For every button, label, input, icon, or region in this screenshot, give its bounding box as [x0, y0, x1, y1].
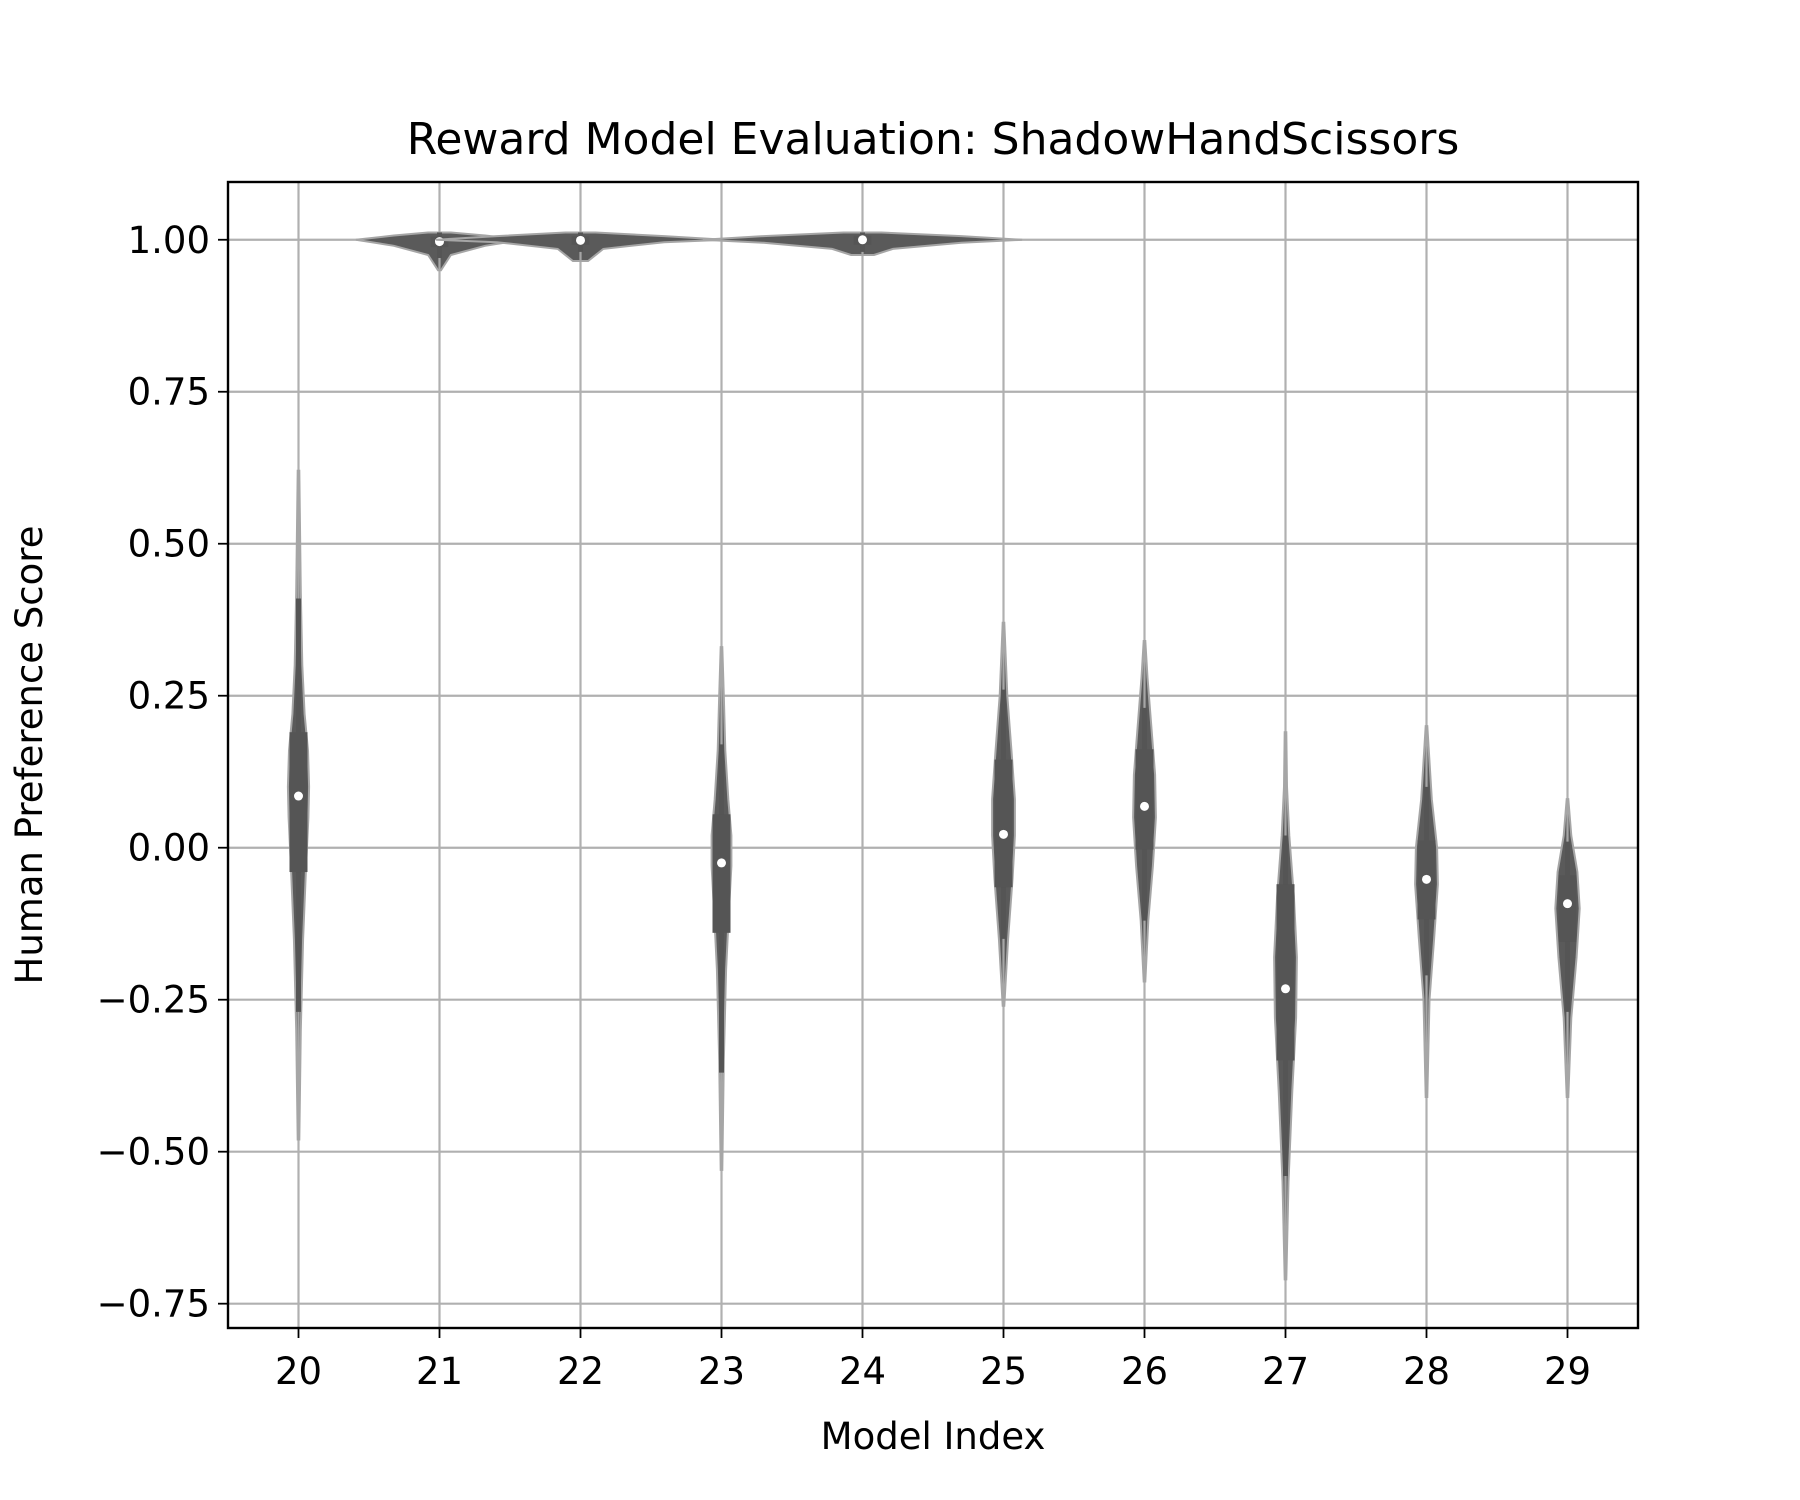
violin-median	[1140, 801, 1149, 811]
violin-23	[710, 646, 733, 1171]
violin-20	[286, 469, 311, 1141]
violin-27	[1273, 731, 1298, 1281]
violin-median	[1563, 899, 1572, 909]
axis-ticks: −0.75 −0.50 −0.25 0.00 0.25 0.50 0.75 1.00 20 21 2…	[97, 219, 1591, 1393]
violin-iqr-box	[1276, 884, 1295, 1061]
violin-22	[436, 231, 725, 262]
violin-median	[576, 235, 585, 245]
violin-median	[1281, 984, 1290, 994]
violin-iqr-box	[994, 759, 1013, 888]
y-tick-label: −0.50	[97, 1131, 210, 1174]
y-tick-label: −0.75	[97, 1283, 210, 1326]
x-tick-label: 27	[1262, 1350, 1309, 1393]
x-tick-label: 21	[416, 1350, 463, 1393]
chart-title: Reward Model Evaluation: ShadowHandSciss…	[407, 114, 1460, 165]
y-tick-label: −0.25	[97, 979, 210, 1022]
y-tick-label: 0.25	[128, 675, 210, 718]
y-tick-label: 0.50	[128, 523, 210, 566]
violin-iqr-box	[1135, 749, 1154, 850]
violin-24	[702, 231, 1023, 256]
x-tick-label: 25	[980, 1350, 1027, 1393]
x-tick-label: 26	[1121, 1350, 1168, 1393]
x-tick-label: 24	[839, 1350, 886, 1393]
violin-median	[858, 235, 867, 245]
x-tick-label: 22	[557, 1350, 604, 1393]
x-tick-label: 23	[698, 1350, 745, 1393]
violin-iqr-box	[712, 814, 731, 933]
y-axis-label: Human Preference Score	[8, 526, 51, 985]
plot-frame	[226, 180, 1640, 1330]
x-tick-label: 20	[275, 1350, 322, 1393]
x-axis-label: Model Index	[821, 1415, 1046, 1458]
violin-median	[294, 791, 303, 801]
y-tick-label: 0.00	[128, 827, 210, 870]
violins	[286, 231, 1581, 1281]
y-tick-label: 0.75	[128, 371, 210, 414]
violin-28	[1414, 725, 1439, 1098]
violin-median	[1422, 874, 1431, 884]
violin-median	[717, 858, 726, 868]
violin-25	[991, 621, 1016, 1007]
violin-iqr-box	[289, 732, 308, 873]
x-tick-label: 28	[1403, 1350, 1450, 1393]
violin-median	[999, 829, 1008, 839]
y-tick-label: 1.00	[128, 219, 210, 262]
x-tick-label: 29	[1544, 1350, 1591, 1393]
violin-26	[1132, 640, 1157, 983]
violin-iqr-box	[1558, 875, 1577, 942]
violin-29	[1554, 798, 1581, 1098]
